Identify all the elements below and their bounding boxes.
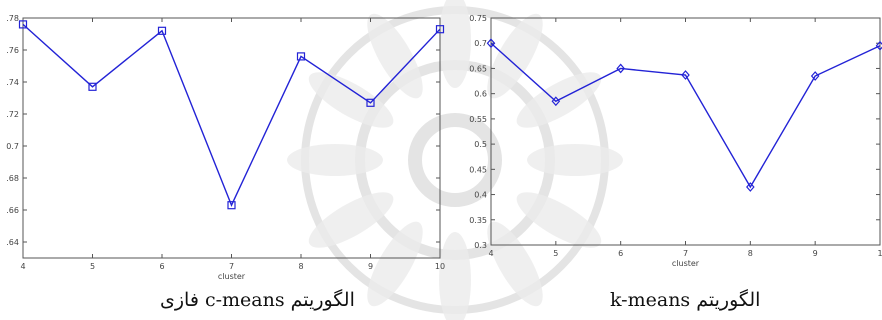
y-tick-label: 0.55 bbox=[469, 115, 487, 124]
data-point bbox=[616, 63, 625, 74]
data-point bbox=[486, 38, 496, 49]
y-tick-label: 0.7 bbox=[6, 142, 19, 151]
data-point bbox=[681, 70, 690, 80]
watermark-petal bbox=[308, 192, 394, 248]
y-tick-label: .68 bbox=[6, 174, 19, 183]
watermark-petal bbox=[487, 13, 543, 99]
series-line bbox=[490, 42, 881, 189]
data-point bbox=[810, 71, 820, 81]
y-tick-label: 0.5 bbox=[474, 140, 487, 149]
y-tick-label: 0.3 bbox=[474, 241, 487, 250]
x-axis-label: cluster bbox=[672, 259, 700, 268]
kmeans-chart: 0.3 0.35 0.4 0.45 0.5 0.55 0.6 0.65 0.7 0.75 4 5 6 7 8… bbox=[469, 14, 882, 268]
y-tick-label: 0.6 bbox=[474, 90, 487, 99]
y-tick-label: .76 bbox=[6, 46, 19, 55]
y-tick-label: .64 bbox=[6, 238, 19, 247]
kmeans-caption: الگوریتم k-means bbox=[610, 289, 761, 311]
watermark-petal bbox=[367, 13, 423, 99]
x-tick-label: 8 bbox=[298, 262, 303, 271]
y-tick-label: .72 bbox=[6, 110, 19, 119]
data-point bbox=[227, 201, 236, 210]
data-point bbox=[435, 25, 445, 34]
y-tick-label: 0.65 bbox=[469, 64, 487, 73]
x-tick-label: 6 bbox=[159, 262, 164, 271]
y-tick-label: .74 bbox=[6, 78, 19, 87]
watermark-petal bbox=[367, 221, 423, 307]
watermark-petal bbox=[439, 232, 471, 320]
data-point bbox=[296, 52, 306, 61]
data-point bbox=[746, 182, 755, 192]
x-axis-label: cluster bbox=[218, 272, 246, 280]
y-tick-label: .66 bbox=[6, 206, 19, 215]
data-point bbox=[366, 98, 375, 107]
plot-frame bbox=[490, 17, 881, 246]
x-tick-label: 4 bbox=[488, 249, 493, 258]
fuzzy-cmeans-caption: الگوریتم c-means فازی bbox=[160, 289, 355, 311]
data-point bbox=[875, 40, 882, 51]
plot-frame bbox=[22, 17, 441, 259]
y-tick-label: 0.4 bbox=[474, 191, 487, 200]
x-tick-label: 7 bbox=[229, 262, 234, 271]
series-line bbox=[22, 23, 441, 207]
watermark-petal bbox=[527, 144, 623, 176]
watermark-petal bbox=[439, 0, 471, 88]
x-tick-label: 10 bbox=[435, 262, 445, 271]
x-tick-label: 1 bbox=[877, 249, 882, 258]
data-point bbox=[157, 26, 167, 35]
x-tick-label: 9 bbox=[813, 249, 818, 258]
x-tick-label: 8 bbox=[748, 249, 753, 258]
y-tick-label: 0.7 bbox=[474, 39, 487, 48]
x-tick-label: 9 bbox=[368, 262, 373, 271]
data-point bbox=[88, 82, 97, 91]
x-tick-label: 5 bbox=[553, 249, 558, 258]
y-tick-label: 0.75 bbox=[469, 14, 487, 23]
watermark-petal bbox=[308, 72, 394, 128]
y-tick-label: 0.35 bbox=[469, 216, 487, 225]
data-point bbox=[551, 96, 561, 107]
x-tick-label: 5 bbox=[90, 262, 95, 271]
x-tick-label: 7 bbox=[683, 249, 688, 258]
y-tick-label: 0.45 bbox=[469, 165, 487, 174]
watermark-petal bbox=[516, 192, 602, 248]
y-tick-label: .78 bbox=[6, 14, 19, 23]
x-tick-label: 4 bbox=[20, 262, 25, 271]
data-point bbox=[18, 20, 28, 29]
watermark-petal bbox=[287, 144, 383, 176]
watermark-petal bbox=[487, 221, 543, 307]
fuzzy-cmeans-chart: .64 .66 .68 0.7 .72 .74 .76 .78 4 5 6 7 8 9 10 cluster bbox=[6, 14, 445, 280]
x-tick-label: 6 bbox=[618, 249, 623, 258]
